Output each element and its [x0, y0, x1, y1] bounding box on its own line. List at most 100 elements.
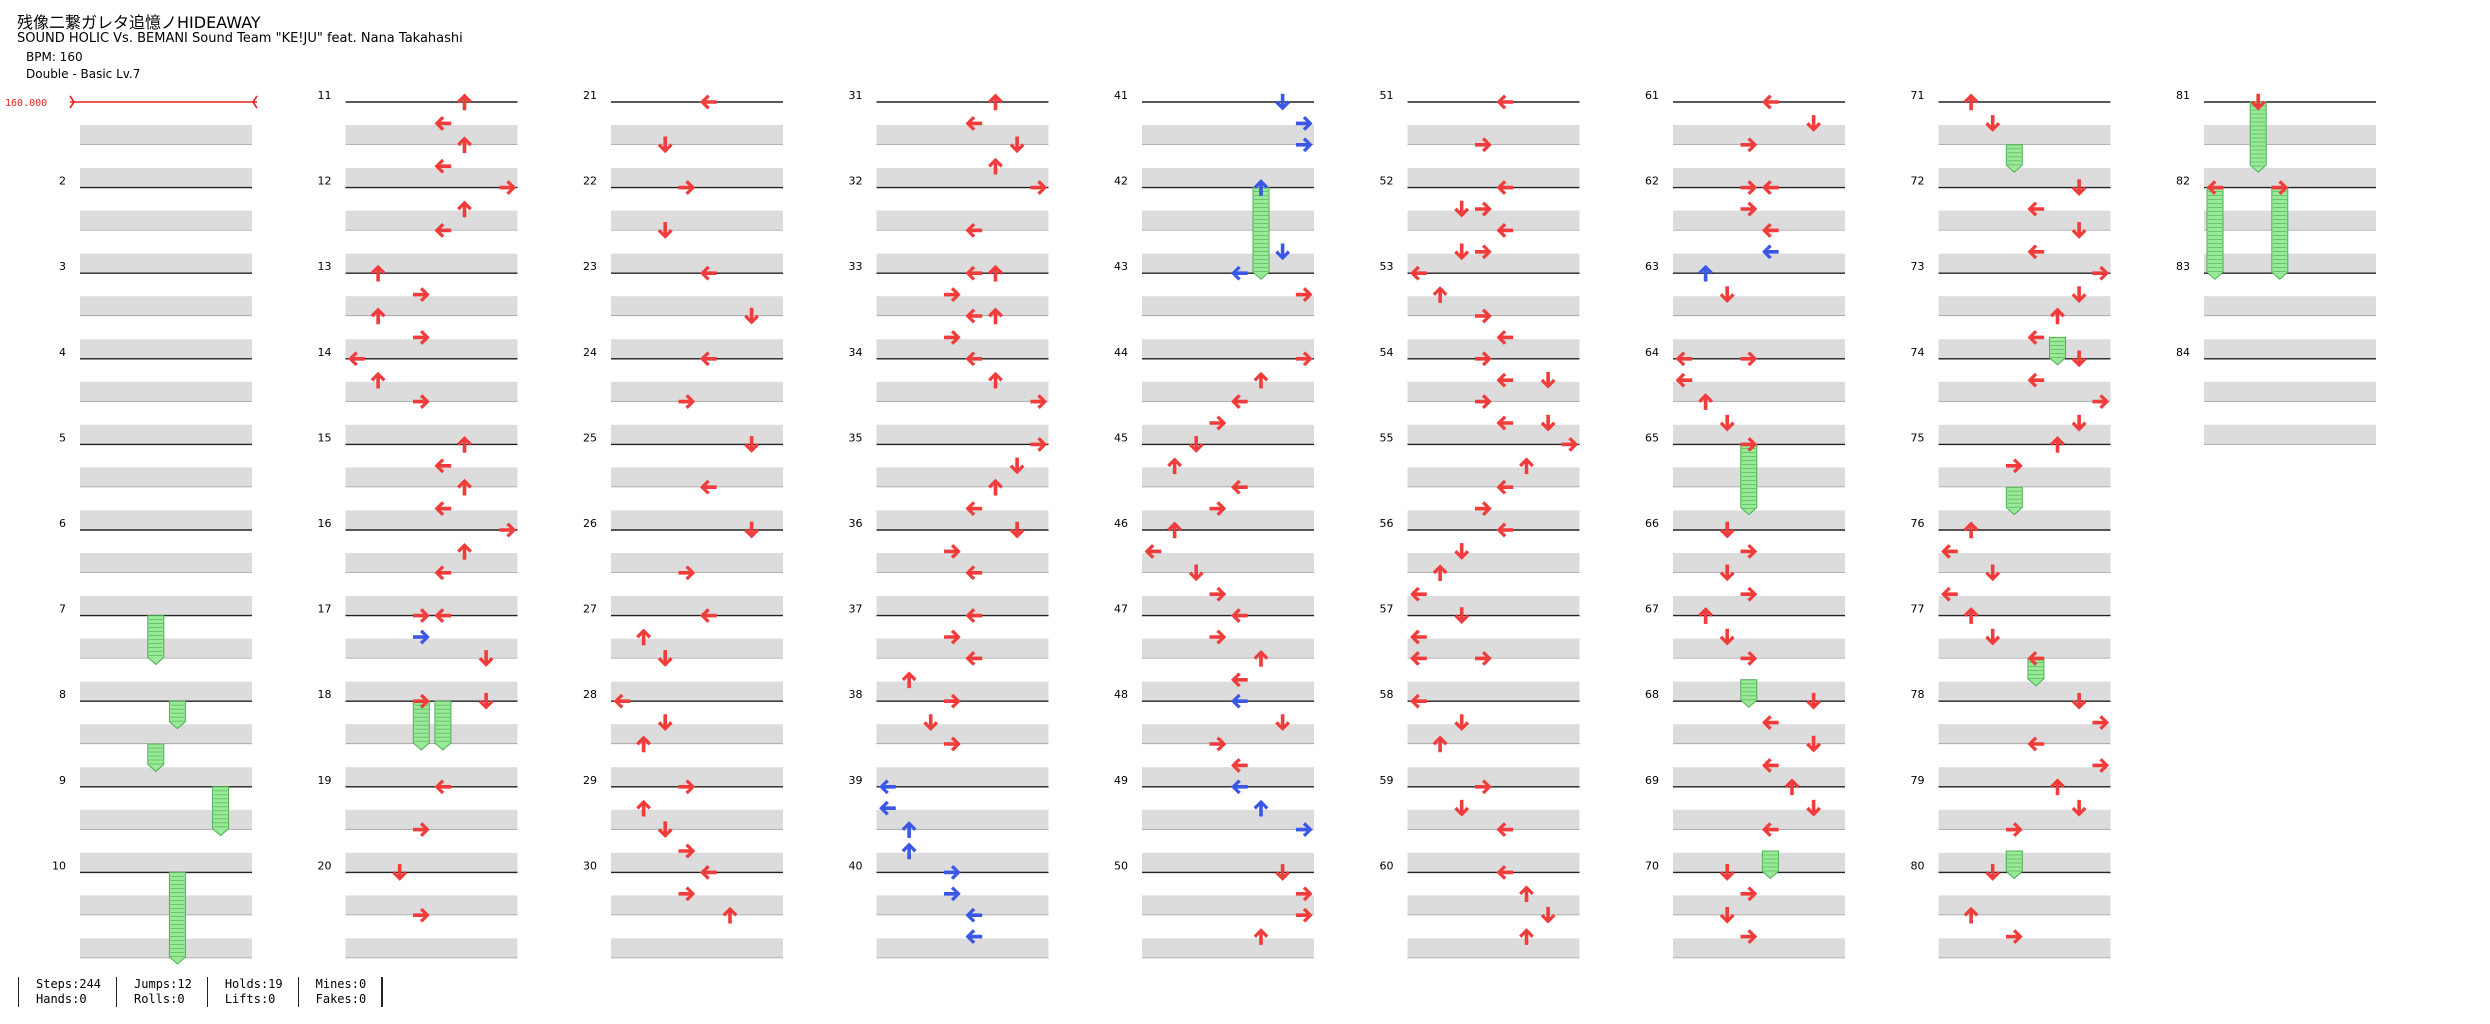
beat-band	[611, 168, 783, 187]
beat-band	[345, 381, 518, 401]
left-arrow-icon	[348, 351, 365, 367]
hold-body	[2271, 187, 2289, 280]
measure-number: 32	[849, 175, 863, 188]
left-arrow-icon	[434, 565, 452, 581]
beat-band	[345, 467, 518, 487]
left-arrow-icon	[965, 265, 983, 281]
beat-band	[1407, 596, 1580, 615]
beat-band	[1142, 596, 1314, 615]
beat-band	[1142, 553, 1314, 572]
down-arrow-icon	[1253, 179, 1269, 196]
difficulty-label: Double - Basic Lv.7	[26, 67, 141, 81]
beat-band	[611, 852, 783, 872]
down-arrow-icon	[722, 906, 738, 924]
down-arrow-icon	[988, 93, 1003, 111]
down-arrow-icon	[1167, 457, 1182, 475]
beat-band	[876, 381, 1049, 401]
right-arrow-icon	[412, 907, 430, 923]
measure-number: 82	[2176, 175, 2190, 188]
up-arrow-icon	[1454, 543, 1469, 560]
beat-band	[876, 553, 1049, 572]
right-arrow-icon	[1740, 437, 1758, 452]
left-arrow-icon	[434, 501, 452, 516]
beat-band	[611, 767, 783, 787]
up-arrow-icon	[392, 864, 408, 881]
measure-number: 56	[1380, 517, 1394, 530]
up-arrow-icon	[1719, 906, 1735, 924]
beat-band	[1938, 168, 2111, 187]
beat-band	[1142, 938, 1314, 958]
right-arrow-icon	[1295, 137, 1313, 153]
measure-number: 69	[1645, 774, 1659, 787]
measure-number: 21	[583, 89, 597, 102]
right-arrow-icon	[1295, 351, 1313, 367]
beat-band	[876, 125, 1049, 144]
beat-band	[1673, 638, 1845, 658]
measure-number: 71	[1911, 89, 1925, 102]
measure-number: 48	[1114, 688, 1128, 701]
up-arrow-icon	[2071, 179, 2087, 196]
right-arrow-icon	[1475, 501, 1492, 516]
left-arrow-icon	[1762, 180, 1779, 195]
beat-band	[345, 852, 518, 872]
beat-band	[876, 638, 1049, 658]
left-arrow-icon	[1496, 415, 1514, 431]
beat-band	[80, 510, 252, 530]
down-arrow-icon	[1963, 607, 1979, 624]
right-arrow-icon	[678, 394, 696, 409]
left-arrow-icon	[434, 608, 452, 623]
measure-number: 42	[1114, 175, 1128, 188]
beat-band	[611, 210, 783, 230]
measure-number: 33	[849, 260, 863, 273]
up-arrow-icon	[1454, 200, 1469, 218]
left-arrow-icon	[965, 308, 983, 324]
beat-band	[611, 510, 783, 530]
beat-band	[1938, 296, 2111, 316]
lifts-count: Lifts:0	[224, 992, 276, 1006]
measure-number: 67	[1645, 603, 1659, 616]
right-arrow-icon	[2006, 458, 2023, 474]
right-arrow-icon	[1209, 501, 1227, 516]
right-arrow-icon	[1295, 116, 1313, 131]
beat-band	[1938, 381, 2111, 401]
beat-band	[1673, 553, 1845, 572]
measure-number: 55	[1380, 431, 1394, 444]
measure-number: 19	[318, 774, 332, 787]
beat-band	[1938, 809, 2111, 829]
up-arrow-icon	[1454, 714, 1469, 731]
measure-number: 84	[2176, 346, 2190, 359]
measure-number: 49	[1114, 774, 1128, 787]
measure-number: 60	[1380, 859, 1394, 872]
right-arrow-icon	[1740, 886, 1758, 902]
left-arrow-icon	[965, 651, 983, 666]
beat-band	[80, 596, 252, 615]
left-arrow-icon	[1231, 479, 1248, 495]
right-arrow-icon	[412, 629, 430, 645]
left-arrow-icon	[1762, 822, 1779, 837]
down-arrow-icon	[901, 821, 917, 838]
right-arrow-icon	[943, 865, 961, 880]
beat-band	[345, 125, 518, 144]
up-arrow-icon	[657, 222, 673, 239]
down-arrow-icon	[1432, 735, 1448, 753]
beat-band	[1407, 895, 1580, 915]
measure-number: 45	[1114, 431, 1128, 444]
right-arrow-icon	[1209, 586, 1227, 602]
beat-band	[1407, 467, 1580, 487]
beat-band	[345, 510, 518, 530]
up-arrow-icon	[744, 436, 759, 453]
right-arrow-icon	[1475, 779, 1492, 795]
measure-number: 80	[1911, 859, 1925, 872]
left-arrow-icon	[1496, 865, 1514, 880]
hold-body	[1740, 679, 1758, 708]
beat-band	[80, 339, 252, 359]
left-arrow-icon	[1231, 779, 1248, 795]
beat-band	[345, 168, 518, 187]
left-arrow-icon	[1762, 94, 1779, 110]
down-arrow-icon	[1253, 650, 1269, 667]
beat-band	[80, 253, 252, 273]
up-arrow-icon	[1719, 628, 1735, 646]
beat-band	[1938, 125, 2111, 144]
down-arrow-icon	[988, 371, 1003, 389]
left-arrow-icon	[1675, 351, 1693, 367]
